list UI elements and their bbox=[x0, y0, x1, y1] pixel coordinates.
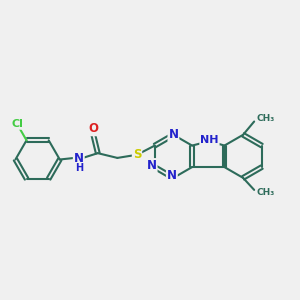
Text: O: O bbox=[88, 122, 98, 135]
Text: NH: NH bbox=[200, 135, 219, 145]
Text: N: N bbox=[168, 128, 178, 141]
Text: N: N bbox=[147, 159, 157, 172]
Text: H: H bbox=[75, 163, 83, 173]
Text: N: N bbox=[167, 169, 177, 182]
Text: Cl: Cl bbox=[11, 119, 23, 129]
Text: S: S bbox=[133, 148, 141, 161]
Text: CH₃: CH₃ bbox=[256, 115, 274, 124]
Text: N: N bbox=[74, 152, 84, 165]
Text: CH₃: CH₃ bbox=[256, 188, 274, 197]
